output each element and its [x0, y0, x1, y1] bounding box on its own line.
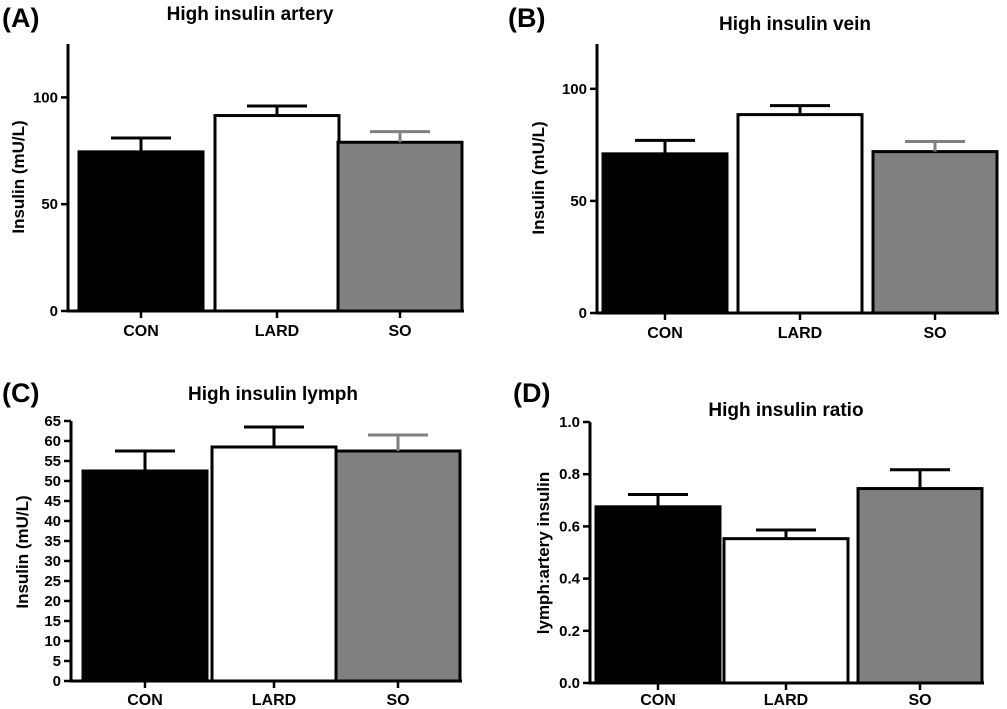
- bar-lard: [213, 114, 341, 313]
- panel-label: (C): [2, 378, 39, 408]
- error-bar-so: [368, 433, 428, 451]
- y-tick-label: 40: [44, 513, 61, 530]
- y-tick-label: 45: [44, 493, 61, 510]
- error-bar-con: [628, 493, 688, 507]
- error-bar-so: [370, 130, 430, 143]
- x-tick-label-lard: LARD: [252, 692, 296, 709]
- bar-lard: [210, 445, 338, 683]
- y-tick-label: 0.4: [559, 571, 581, 588]
- chart-title: High insulin vein: [719, 14, 871, 35]
- panel-a: (A) High insulin artery Insulin (mU/L) 0…: [2, 3, 464, 340]
- y-tick-label: 50: [44, 473, 61, 490]
- y-axis-label: Insulin (mU/L): [529, 121, 548, 234]
- y-tick-label: 0: [579, 305, 587, 322]
- panel-b: (B) High insulin vein Insulin (mU/L) 0 50…: [508, 3, 999, 342]
- y-tick-label: 55: [44, 453, 61, 470]
- error-bar-lard: [770, 104, 830, 115]
- x-tick-label-con: CON: [640, 692, 676, 709]
- y-tick-label: 20: [44, 593, 61, 610]
- y-axis-label: lymph:artery insulin: [534, 472, 553, 634]
- error-bar-con: [111, 136, 171, 152]
- y-tick-label: 0.8: [559, 466, 580, 483]
- y-tick-label: 0: [50, 303, 58, 320]
- y-axis-label: Insulin (mU/L): [13, 495, 32, 608]
- x-tick-label-so: SO: [923, 325, 946, 342]
- panel-label: (A): [2, 3, 39, 33]
- panel-label: (D): [513, 378, 550, 408]
- panel-d: (D) High insulin ratio lymph:artery insu…: [513, 378, 984, 709]
- bar-con: [601, 152, 729, 315]
- x-tick-label-con: CON: [647, 325, 683, 342]
- x-tick-label-lard: LARD: [255, 323, 299, 340]
- bar-con: [594, 505, 722, 685]
- error-bar-lard: [756, 528, 816, 539]
- y-tick-label: 100: [33, 89, 58, 106]
- y-tick-label: 35: [44, 533, 61, 550]
- x-tick-label-so: SO: [908, 692, 931, 709]
- x-tick-label-con: CON: [123, 323, 159, 340]
- y-tick-label: 15: [44, 613, 61, 630]
- x-tick-label-lard: LARD: [778, 325, 822, 342]
- chart-title: High insulin artery: [167, 4, 334, 25]
- bar-lard: [722, 537, 850, 685]
- y-tick-label: 10: [44, 633, 61, 650]
- panel-label: (B): [508, 3, 545, 33]
- error-bar-so: [890, 468, 950, 489]
- y-tick-label: 50: [570, 193, 587, 210]
- y-tick-label: 0.6: [559, 518, 580, 535]
- error-bar-so: [905, 140, 965, 152]
- y-tick-label: 30: [44, 553, 61, 570]
- y-tick-label: 0: [53, 673, 61, 690]
- y-tick-label: 5: [53, 653, 61, 670]
- y-tick-label: 1.0: [559, 414, 580, 431]
- y-tick-label: 50: [41, 196, 58, 213]
- bar-con: [77, 150, 205, 313]
- chart-title: High insulin lymph: [188, 384, 358, 405]
- error-bar-con: [115, 449, 175, 471]
- error-bar-lard: [244, 425, 304, 447]
- bar-so: [334, 449, 462, 683]
- bar-lard: [736, 113, 864, 315]
- x-tick-label-lard: LARD: [764, 692, 808, 709]
- x-tick-label-con: CON: [127, 692, 163, 709]
- chart-title: High insulin ratio: [708, 400, 863, 421]
- x-tick-label-so: SO: [388, 323, 411, 340]
- y-tick-label: 0.0: [559, 675, 580, 692]
- x-tick-label-so: SO: [386, 692, 409, 709]
- bar-so: [336, 140, 464, 313]
- panel-c: (C) High insulin lymph Insulin (mU/L) 0 5…: [2, 378, 462, 709]
- y-tick-label: 25: [44, 573, 61, 590]
- y-tick-label: 60: [44, 433, 61, 450]
- bar-so: [871, 150, 999, 315]
- bar-so: [856, 487, 984, 685]
- y-tick-label: 65: [44, 413, 61, 430]
- bar-con: [81, 469, 209, 683]
- error-bar-con: [635, 138, 695, 154]
- error-bar-lard: [247, 104, 307, 116]
- y-tick-label: 0.2: [559, 623, 580, 640]
- y-tick-label: 100: [562, 81, 587, 98]
- y-axis-label: Insulin (mU/L): [9, 120, 28, 233]
